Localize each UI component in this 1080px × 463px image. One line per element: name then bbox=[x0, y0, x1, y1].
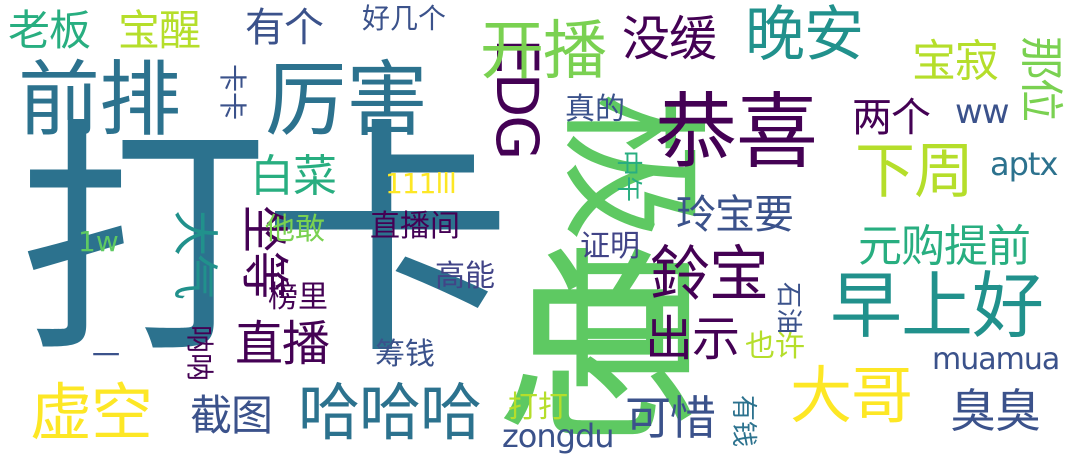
word-31: 玲宝要 bbox=[676, 192, 794, 238]
word-34: aptx bbox=[990, 145, 1058, 183]
word-14: 大哥 bbox=[790, 359, 913, 432]
word-45: 1w bbox=[78, 225, 119, 258]
word-4: 厉害 bbox=[265, 53, 428, 148]
word-13: 哈哈哈 bbox=[298, 376, 482, 449]
word-19: 大气 bbox=[168, 210, 222, 298]
word-44: 111lll bbox=[385, 167, 457, 200]
word-25: 截图 bbox=[190, 391, 273, 440]
word-43: 好几个 bbox=[362, 2, 447, 35]
word-11: 下周 bbox=[855, 137, 974, 207]
word-24: 臭臭 bbox=[950, 384, 1041, 438]
word-28: 有个 bbox=[245, 5, 324, 51]
word-40: 真的 bbox=[565, 92, 625, 127]
word-1: 打卡 bbox=[18, 97, 512, 388]
word-5: 前排 bbox=[18, 53, 181, 148]
word-9: 开播 bbox=[480, 15, 607, 89]
word-49: 石油 bbox=[773, 282, 803, 335]
word-27: 宝醒 bbox=[118, 6, 201, 55]
word-39: 证明 bbox=[580, 229, 640, 264]
word-10: 晚安 bbox=[745, 0, 864, 70]
word-26: 老板 bbox=[8, 6, 91, 55]
word-18: 出示 bbox=[645, 311, 740, 367]
word-16: 直播 bbox=[235, 316, 330, 372]
word-6: 恭喜 bbox=[655, 85, 818, 180]
word-22: 宝寂 bbox=[912, 36, 999, 87]
word-53: 卡卡 bbox=[216, 64, 249, 121]
word-12: 虚空 bbox=[30, 376, 153, 449]
word-36: 直播间 bbox=[370, 209, 460, 244]
word-17: 没缓 bbox=[622, 11, 717, 67]
word-8: 早上好 bbox=[830, 264, 1044, 348]
word-32: 那位 bbox=[1015, 36, 1066, 120]
word-54: 一 bbox=[92, 339, 121, 372]
word-33: muamua bbox=[932, 342, 1060, 377]
word-2: 总 bbox=[495, 231, 700, 463]
word-48: zongdu bbox=[502, 417, 615, 455]
word-47: 打打 bbox=[508, 390, 568, 425]
word-51: 有钱 bbox=[728, 395, 758, 448]
word-52: 呐呐 bbox=[183, 325, 216, 382]
word-30: 元购提前 bbox=[858, 221, 1031, 272]
word-29: 两个 bbox=[852, 95, 931, 141]
word-37: 榜里 bbox=[268, 280, 328, 315]
word-23: 可惜 bbox=[625, 391, 716, 445]
word-42: 筹钱 bbox=[375, 337, 435, 372]
word-46: 也许 bbox=[745, 329, 805, 364]
word-38: 高能 bbox=[435, 259, 495, 294]
word-41: 他敢 bbox=[265, 212, 325, 247]
word-21: 白菜 bbox=[250, 151, 337, 202]
word-35: ww bbox=[955, 92, 1010, 132]
word-15: 鈴宝 bbox=[650, 240, 769, 310]
word-50: 中午 bbox=[613, 150, 643, 203]
